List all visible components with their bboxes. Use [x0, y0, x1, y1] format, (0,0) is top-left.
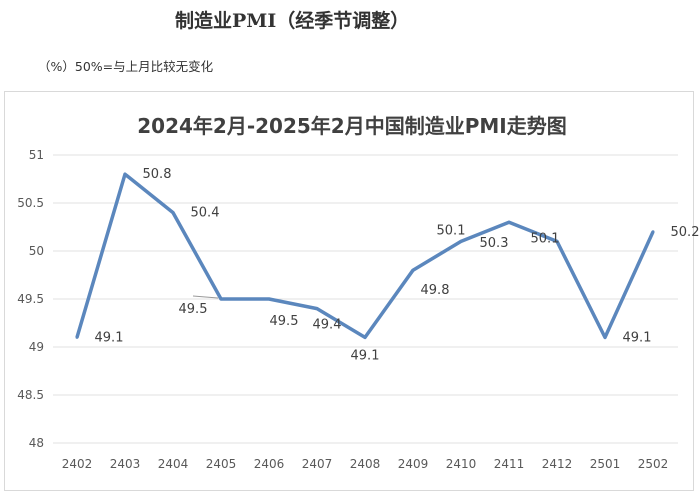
data-label: 49.4	[313, 318, 342, 333]
data-point	[411, 268, 415, 272]
data-point	[219, 297, 223, 301]
data-point	[315, 307, 319, 311]
x-tick-label: 2502	[638, 457, 669, 471]
chart-title: 2024年2月-2025年2月中国制造业PMI走势图	[137, 114, 566, 138]
data-point	[651, 230, 655, 234]
data-label: 49.1	[95, 330, 124, 345]
data-point	[555, 239, 559, 243]
x-tick-label: 2412	[542, 457, 573, 471]
y-tick-label: 48	[29, 436, 44, 450]
data-point	[363, 335, 367, 339]
data-point	[507, 220, 511, 224]
data-label: 50.1	[531, 231, 560, 246]
x-tick-label: 2405	[206, 457, 237, 471]
data-label: 49.8	[421, 283, 450, 298]
data-point	[75, 335, 79, 339]
data-label: 50.1	[437, 223, 466, 238]
x-tick-label: 2402	[62, 457, 93, 471]
x-tick-label: 2410	[446, 457, 477, 471]
data-label: 50.3	[480, 236, 509, 251]
y-tick-label: 49	[29, 340, 44, 354]
data-point	[603, 335, 607, 339]
y-tick-label: 48.5	[17, 388, 44, 402]
data-point	[267, 297, 271, 301]
y-tick-label: 50	[29, 244, 44, 258]
x-tick-label: 2406	[254, 457, 285, 471]
data-label: 50.8	[143, 167, 172, 182]
data-label: 49.5	[179, 302, 208, 317]
x-tick-label: 2403	[110, 457, 141, 471]
unit-note: （%）50%=与上月比较无变化	[38, 59, 214, 74]
x-tick-label: 2411	[494, 457, 525, 471]
x-tick-label: 2501	[590, 457, 621, 471]
x-tick-label: 2407	[302, 457, 333, 471]
y-tick-label: 49.5	[17, 292, 44, 306]
leader-line	[192, 295, 219, 299]
chart-frame	[4, 91, 694, 491]
data-point	[123, 172, 127, 176]
data-label: 49.5	[270, 314, 299, 329]
x-tick-label: 2409	[398, 457, 429, 471]
x-tick-label: 2408	[350, 457, 381, 471]
y-tick-label: 50.5	[17, 196, 44, 210]
data-label: 50.2	[671, 225, 700, 240]
data-point	[171, 211, 175, 215]
y-tick-label: 51	[29, 148, 44, 162]
data-point	[459, 239, 463, 243]
page-heading: 制造业PMI（经季节调整）	[175, 10, 410, 32]
series-line	[75, 172, 655, 340]
data-label: 49.1	[623, 330, 652, 345]
data-label: 50.4	[191, 206, 220, 221]
x-tick-label: 2404	[158, 457, 189, 471]
data-label: 49.1	[351, 348, 380, 363]
